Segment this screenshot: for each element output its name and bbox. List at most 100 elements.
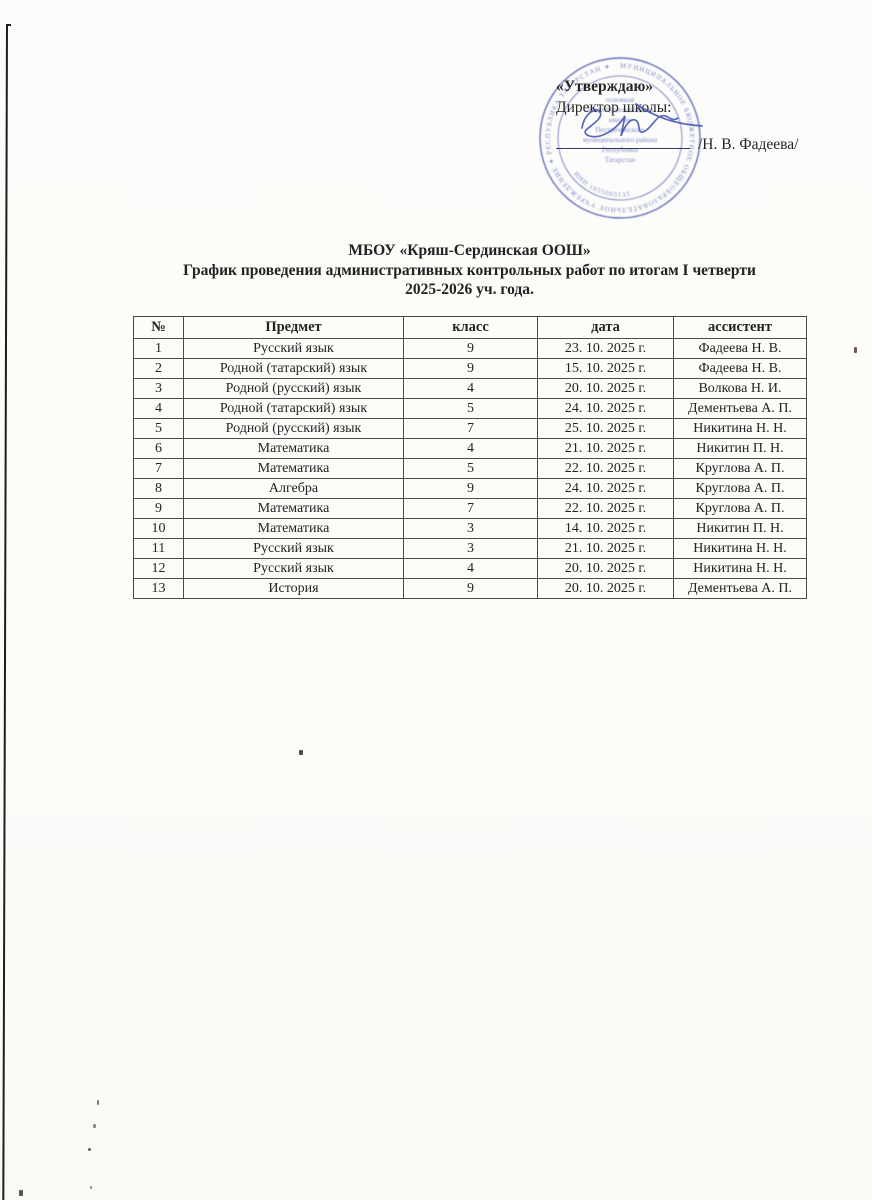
- table-cell: Русский язык: [183, 558, 404, 579]
- table-header-cell: Предмет: [183, 316, 404, 339]
- schedule-table: № Предмет класс дата ассистент 1 Русский…: [133, 316, 807, 599]
- table-cell: Волкова Н. И.: [673, 378, 807, 399]
- approval-block: «Утверждаю» Директор школы: /Н. В. Фадее…: [556, 76, 798, 155]
- table-cell: 22. 10. 2025 г.: [537, 498, 674, 519]
- table-row: 1 Русский язык 9 23. 10. 2025 г. Фадеева…: [133, 338, 807, 359]
- table-cell: 11: [133, 538, 184, 559]
- table-cell: 4: [403, 378, 538, 399]
- table-header-cell: №: [133, 316, 184, 339]
- table-cell: Дементьева А. П.: [673, 398, 807, 419]
- table-cell: 8: [133, 478, 184, 499]
- table-cell: 20. 10. 2025 г.: [537, 558, 674, 579]
- table-cell: Родной (русский) язык: [183, 378, 404, 399]
- school-stamp-icon: МУНИЦИПАЛЬНОЕ БЮДЖЕТНОЕ ОБЩЕОБРАЗОВАТЕЛЬ…: [539, 57, 701, 219]
- table-cell: 3: [403, 518, 538, 539]
- table-cell: 3: [403, 538, 538, 559]
- stamp-center-line: общеобразовательная: [587, 106, 654, 114]
- document-title: МБОУ «Кряш-Сердинская ООШ» График провед…: [133, 241, 806, 300]
- stamp-center-line: муниципального района: [583, 136, 658, 144]
- title-line-1: МБОУ «Кряш-Сердинская ООШ»: [348, 242, 591, 259]
- table-row: 2 Родной (татарский) язык 9 15. 10. 2025…: [133, 358, 807, 379]
- table-cell: 6: [133, 438, 184, 459]
- table-cell: 14. 10. 2025 г.: [537, 518, 674, 539]
- title-line-3: 2025-2026 уч. года.: [405, 281, 534, 298]
- stamp-center-line: школа»: [609, 116, 632, 124]
- table-row: 3 Родной (русский) язык 4 20. 10. 2025 г…: [133, 378, 807, 399]
- table-cell: Русский язык: [183, 538, 404, 559]
- table-cell: 7: [403, 498, 538, 519]
- table-row: 7 Математика 5 22. 10. 2025 г. Круглова …: [133, 458, 807, 479]
- title-line-2: График проведения административных контр…: [183, 261, 756, 279]
- table-cell: Никитина Н. Н.: [673, 418, 807, 439]
- page-edge-line: [2, 23, 8, 1200]
- table-cell: Родной (татарский) язык: [183, 398, 404, 419]
- scan-artifact: [854, 347, 857, 353]
- table-cell: 9: [133, 498, 184, 519]
- table-cell: 9: [403, 578, 538, 599]
- table-cell: 4: [133, 398, 184, 419]
- table-row: 12 Русский язык 4 20. 10. 2025 г. Никити…: [133, 558, 807, 579]
- table-cell: История: [183, 578, 404, 599]
- schedule-table-body: 1 Русский язык 9 23. 10. 2025 г. Фадеева…: [133, 338, 807, 599]
- table-cell: 24. 10. 2025 г.: [537, 398, 674, 419]
- director-label: Директор школы:: [556, 99, 672, 116]
- table-cell: 3: [133, 378, 184, 399]
- table-header-cell: класс: [403, 316, 538, 339]
- table-row: 8 Алгебра 9 24. 10. 2025 г. Круглова А. …: [133, 478, 807, 499]
- approve-label: «Утверждаю»: [556, 78, 654, 95]
- table-cell: Никитин П. Н.: [673, 518, 807, 539]
- table-row: 4 Родной (татарский) язык 5 24. 10. 2025…: [133, 398, 807, 419]
- table-cell: Круглова А. П.: [673, 458, 807, 479]
- table-cell: 10: [133, 518, 184, 539]
- stamp-center-line: основная: [606, 96, 635, 104]
- table-cell: 5: [133, 418, 184, 439]
- signature-icon: [581, 103, 703, 138]
- director-name: /Н. В. Фадеева/: [698, 136, 799, 153]
- table-row: 13 История 9 20. 10. 2025 г. Дементьева …: [133, 578, 807, 599]
- table-row: 10 Математика 3 14. 10. 2025 г. Никитин …: [133, 518, 807, 539]
- table-cell: 24. 10. 2025 г.: [537, 478, 674, 499]
- stamp-center-line: Пестречинского: [595, 126, 645, 134]
- table-cell: Никитин П. Н.: [673, 438, 807, 459]
- scan-artifact: [88, 1148, 91, 1151]
- table-cell: 5: [403, 398, 538, 419]
- table-cell: 22. 10. 2025 г.: [537, 458, 674, 479]
- table-cell: Круглова А. П.: [673, 498, 807, 519]
- table-cell: 9: [403, 358, 538, 379]
- table-header-cell: ассистент: [673, 316, 807, 339]
- table-cell: 5: [403, 458, 538, 479]
- signature-line: [556, 148, 690, 149]
- table-cell: 9: [403, 338, 538, 359]
- table-row: 5 Родной (русский) язык 7 25. 10. 2025 г…: [133, 418, 807, 439]
- table-cell: 2: [133, 358, 184, 379]
- table-cell: Круглова А. П.: [673, 478, 807, 499]
- scan-artifact: [299, 750, 303, 755]
- table-header-row: № Предмет класс дата ассистент: [133, 316, 807, 339]
- table-cell: Никитина Н. Н.: [673, 538, 807, 559]
- table-cell: Математика: [183, 498, 404, 519]
- table-cell: 4: [403, 558, 538, 579]
- table-row: 9 Математика 7 22. 10. 2025 г. Круглова …: [133, 498, 807, 519]
- table-cell: 4: [403, 438, 538, 459]
- table-cell: Алгебра: [183, 478, 404, 499]
- table-cell: Математика: [183, 458, 404, 479]
- table-cell: 9: [403, 478, 538, 499]
- table-cell: Математика: [183, 518, 404, 539]
- table-row: 11 Русский язык 3 21. 10. 2025 г. Никити…: [133, 538, 807, 559]
- table-cell: Дементьева А. П.: [673, 578, 807, 599]
- signature-row: /Н. В. Фадеева/: [556, 134, 798, 155]
- table-row: 6 Математика 4 21. 10. 2025 г. Никитин П…: [133, 438, 807, 459]
- table-cell: 21. 10. 2025 г.: [537, 438, 674, 459]
- table-cell: 7: [403, 418, 538, 439]
- table-header-cell: дата: [537, 316, 674, 339]
- table-cell: 1: [133, 338, 184, 359]
- table-cell: 20. 10. 2025 г.: [537, 378, 674, 399]
- table-cell: Родной (русский) язык: [183, 418, 404, 439]
- table-cell: 13: [133, 578, 184, 599]
- table-cell: 7: [133, 458, 184, 479]
- page-edge-tick: [6, 24, 11, 26]
- stamp-center-line: Республики: [602, 146, 638, 154]
- scan-artifact: [97, 1100, 99, 1105]
- table-cell: 20. 10. 2025 г.: [537, 578, 674, 599]
